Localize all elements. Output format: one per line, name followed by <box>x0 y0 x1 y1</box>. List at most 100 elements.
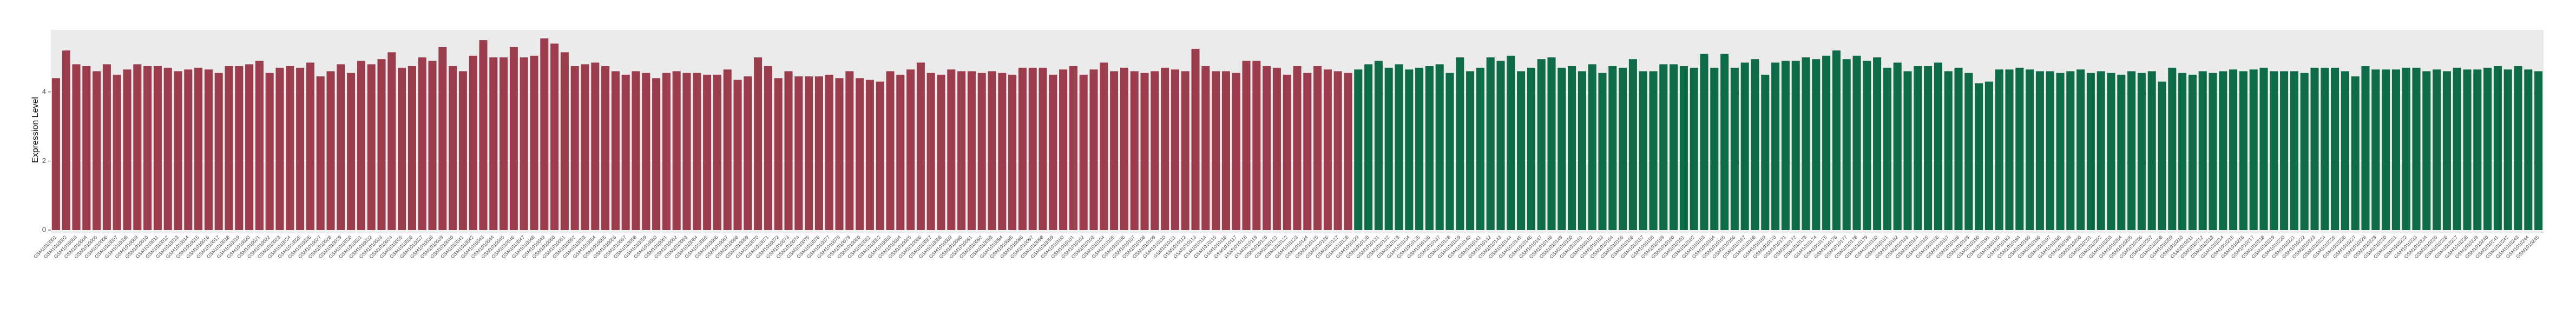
bar <box>509 47 518 231</box>
bar <box>1344 73 1352 230</box>
bar <box>82 66 91 230</box>
bar <box>2270 71 2278 230</box>
bar <box>153 66 162 230</box>
bar <box>1802 57 1810 230</box>
bar <box>2371 69 2380 231</box>
bar <box>347 73 356 230</box>
bar <box>1120 68 1128 230</box>
bar <box>2473 69 2482 231</box>
bar <box>865 80 874 230</box>
bar <box>1110 71 1119 230</box>
bar <box>489 57 498 230</box>
bar <box>387 52 396 230</box>
bar <box>2209 73 2217 230</box>
bar <box>967 71 976 230</box>
bar <box>286 66 294 230</box>
bar <box>2442 71 2451 230</box>
bar <box>1507 55 1515 231</box>
bar <box>1252 61 1261 231</box>
bar <box>2249 69 2258 231</box>
bar <box>1456 57 1464 230</box>
bar <box>1954 68 1963 230</box>
bar <box>570 66 579 230</box>
bar <box>1588 64 1596 231</box>
bar <box>1608 66 1617 230</box>
bar <box>937 74 945 230</box>
bar <box>2493 66 2502 230</box>
y-tick-label: 2 <box>42 156 46 165</box>
bar <box>51 78 60 230</box>
bar <box>1049 74 1057 230</box>
bar <box>682 73 691 230</box>
bar <box>784 71 793 230</box>
bar <box>1303 73 1312 230</box>
bar <box>306 62 314 230</box>
bar <box>2259 68 2268 230</box>
bar <box>1272 68 1281 230</box>
bar <box>1679 66 1688 230</box>
bar <box>418 57 426 230</box>
bar <box>1527 68 1535 230</box>
bar <box>2391 69 2400 231</box>
bar <box>1415 68 1424 230</box>
bar <box>113 74 121 230</box>
bar <box>1466 71 1475 230</box>
bar <box>2015 68 2024 230</box>
bar <box>2514 66 2522 230</box>
bar <box>642 73 650 230</box>
bar <box>2107 73 2115 230</box>
bar <box>2056 73 2065 230</box>
bar <box>2117 74 2126 230</box>
bar <box>530 55 538 231</box>
bar <box>1212 71 1220 230</box>
bar <box>1761 74 1770 230</box>
bar <box>1181 71 1190 230</box>
bar <box>957 71 966 230</box>
bar <box>988 71 996 230</box>
bar <box>1323 69 1332 231</box>
bar <box>326 71 335 230</box>
bar <box>2341 71 2349 230</box>
bar <box>1425 66 1434 230</box>
bar <box>632 71 640 230</box>
bar <box>2534 71 2543 230</box>
bar <box>1619 68 1627 230</box>
bar <box>1028 68 1037 230</box>
bar <box>1873 57 1882 230</box>
bar <box>1924 66 1933 230</box>
bar <box>1039 68 1047 230</box>
bar <box>458 71 467 230</box>
bar <box>1232 73 1240 230</box>
bar <box>723 69 732 231</box>
bar <box>1700 54 1708 230</box>
bar <box>2066 71 2075 230</box>
bar <box>102 64 111 231</box>
bar <box>1822 55 1831 231</box>
bar <box>2280 71 2289 230</box>
bar <box>1496 61 1505 231</box>
bar <box>825 74 833 230</box>
bar <box>2097 71 2105 230</box>
bar <box>2026 69 2034 231</box>
bar <box>611 71 620 230</box>
bar <box>1445 73 1454 230</box>
bar <box>1374 61 1383 231</box>
bar <box>174 71 182 230</box>
bar <box>581 64 589 231</box>
bar <box>2005 69 2014 231</box>
bar <box>1364 64 1373 231</box>
bar <box>2290 71 2298 230</box>
bar <box>408 66 416 230</box>
bar <box>2412 68 2421 230</box>
bar <box>93 71 101 230</box>
bar <box>1283 74 1291 230</box>
bar <box>1242 61 1251 231</box>
bar <box>143 66 152 230</box>
bar <box>1578 71 1586 230</box>
bar <box>560 52 569 230</box>
bar <box>1751 59 1759 231</box>
bar <box>62 50 70 230</box>
bar <box>703 74 712 230</box>
bar <box>449 66 457 230</box>
bar <box>1263 66 1271 230</box>
